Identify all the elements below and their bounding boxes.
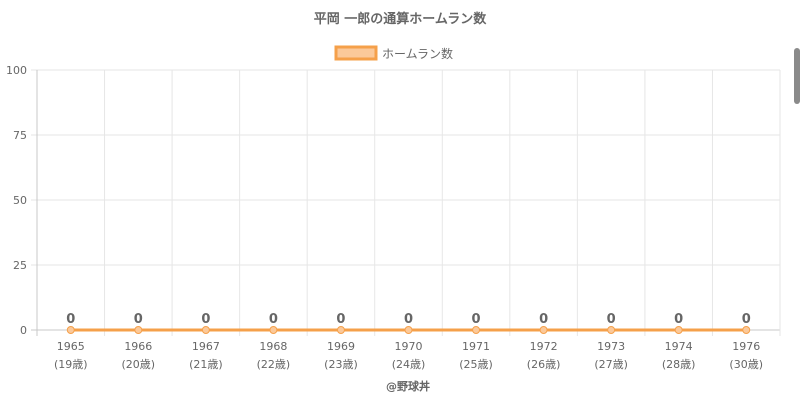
x-tick-label: 1970 <box>395 340 423 353</box>
legend-label: ホームラン数 <box>382 46 453 61</box>
data-point[interactable] <box>472 326 481 334</box>
x-tick-label: 1971 <box>462 340 490 353</box>
x-tick-label: 1966 <box>124 340 152 353</box>
data-point[interactable] <box>674 326 683 334</box>
x-tick-age-label: (19歳) <box>54 358 88 371</box>
series-homeruns: 0 0 0 0 0 0 0 0 0 0 0 <box>66 312 751 334</box>
x-tick-age-label: (28歳) <box>662 358 696 371</box>
x-tick-age-label: (30歳) <box>729 358 763 371</box>
legend[interactable]: ホームラン数 <box>334 45 453 61</box>
data-point[interactable] <box>134 326 143 334</box>
scrollbar[interactable] <box>794 48 800 104</box>
data-label: 0 <box>201 312 210 327</box>
data-point[interactable] <box>269 326 278 334</box>
y-tick-label: 0 <box>20 324 27 337</box>
x-tick-age-label: (25歳) <box>459 358 493 371</box>
y-axis: 0 25 50 75 100 <box>6 64 27 337</box>
data-point[interactable] <box>404 326 413 334</box>
x-tick-label: 1969 <box>327 340 355 353</box>
x-tick-label: 1976 <box>732 340 760 353</box>
x-tick-age-label: (24歳) <box>392 358 426 371</box>
x-axis: 1965 (19歳) 1966 (20歳) 1967 (21歳) 1968 (22歳) 1969… <box>54 340 763 371</box>
x-tick-label: 1967 <box>192 340 220 353</box>
data-point[interactable] <box>607 326 616 334</box>
x-tick-label: 1974 <box>665 340 693 353</box>
data-point[interactable] <box>66 326 75 334</box>
x-tick-age-label: (22歳) <box>257 358 291 371</box>
chart-title: 平岡 一郎の通算ホームラン数 <box>314 11 487 27</box>
data-label: 0 <box>66 312 75 327</box>
grid <box>31 69 781 336</box>
data-label: 0 <box>607 312 616 327</box>
x-tick-age-label: (23歳) <box>324 358 358 371</box>
data-label: 0 <box>134 312 143 327</box>
x-tick-age-label: (27歳) <box>594 358 628 371</box>
data-point[interactable] <box>539 326 548 334</box>
y-tick-label: 25 <box>13 259 27 272</box>
x-tick-age-label: (20歳) <box>122 358 156 371</box>
data-label: 0 <box>742 312 751 327</box>
credit: @野球丼 <box>386 379 430 393</box>
x-tick-age-label: (26歳) <box>527 358 561 371</box>
data-label: 0 <box>472 312 481 327</box>
legend-swatch <box>334 45 378 61</box>
y-tick-label: 50 <box>13 194 27 207</box>
data-label: 0 <box>674 312 683 327</box>
data-point[interactable] <box>742 326 751 334</box>
data-label: 0 <box>404 312 413 327</box>
data-label: 0 <box>269 312 278 327</box>
y-tick-label: 100 <box>6 64 27 77</box>
data-label: 0 <box>336 312 345 327</box>
x-tick-age-label: (21歳) <box>189 358 223 371</box>
x-tick-label: 1968 <box>259 340 287 353</box>
data-point[interactable] <box>336 326 345 334</box>
x-tick-label: 1973 <box>597 340 625 353</box>
x-tick-label: 1965 <box>57 340 85 353</box>
x-tick-label: 1972 <box>530 340 558 353</box>
y-tick-label: 75 <box>13 129 27 142</box>
data-point[interactable] <box>201 326 210 334</box>
data-label: 0 <box>539 312 548 327</box>
